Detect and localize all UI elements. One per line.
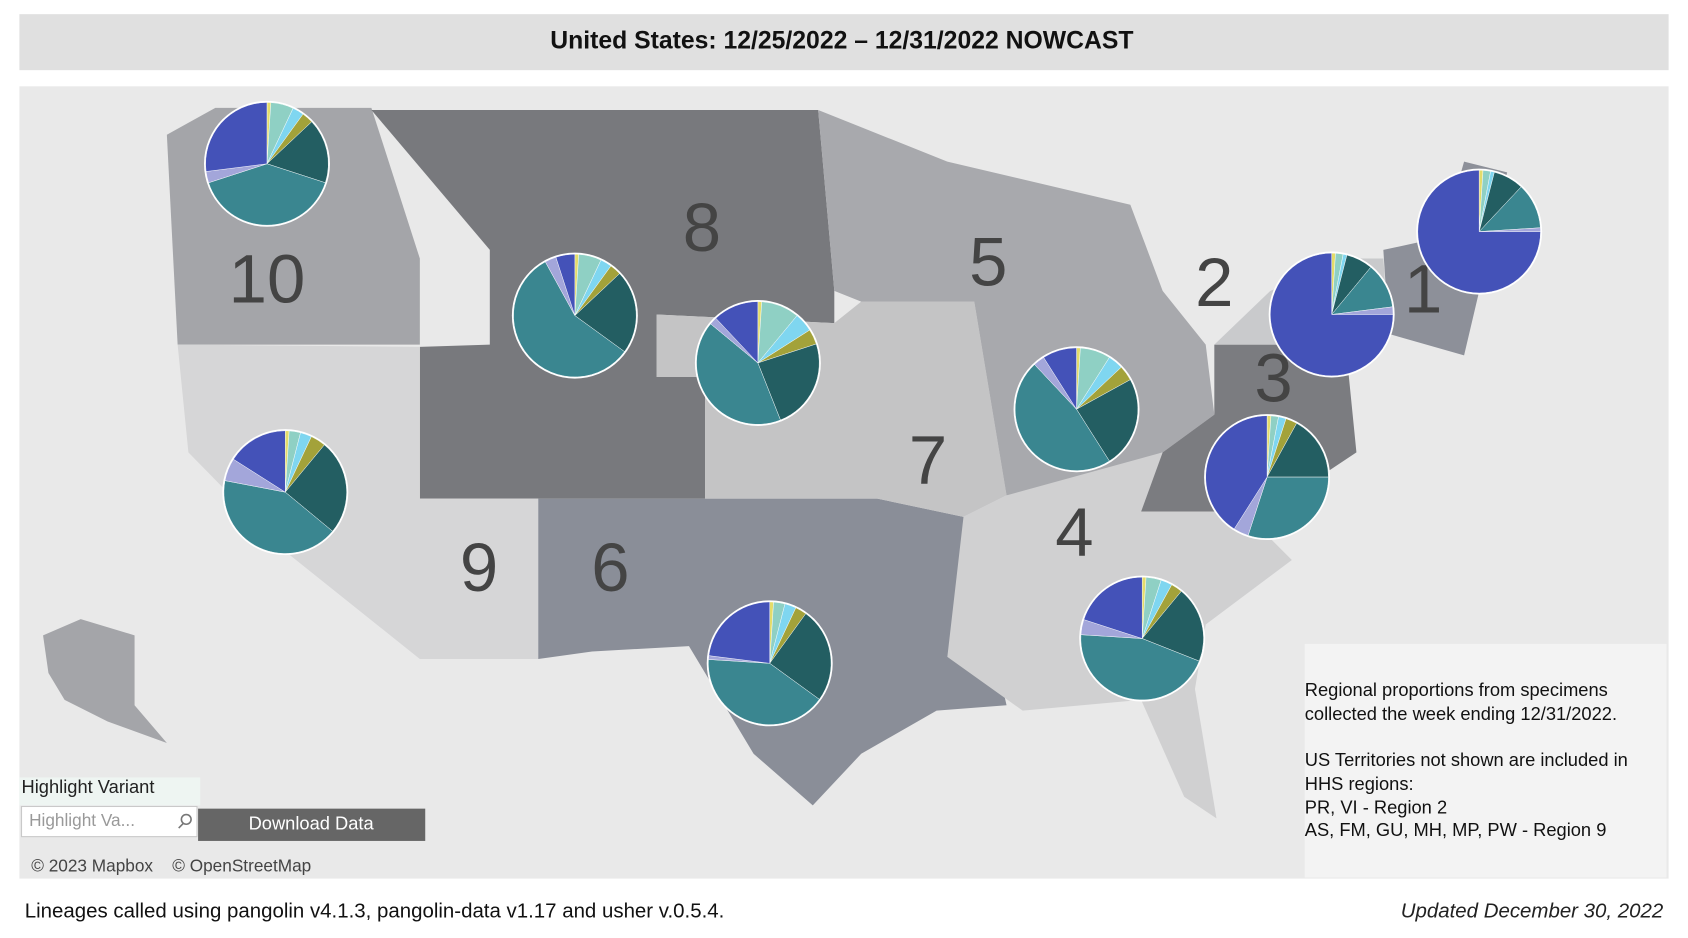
attribution: © OpenStreetMap xyxy=(172,855,311,875)
pie-slice xyxy=(208,163,326,226)
region-label: 9 xyxy=(460,529,498,606)
updated-date: Updated December 30, 2022 xyxy=(1401,899,1664,922)
region-label: 6 xyxy=(591,529,629,606)
pie-slice xyxy=(233,430,286,493)
pie-slice xyxy=(1076,379,1139,462)
title-bar xyxy=(19,14,1669,71)
note-line: Regional proportions from specimens xyxy=(1305,679,1608,700)
pie-slice xyxy=(555,254,576,316)
pie-slice xyxy=(223,480,333,554)
pie-slice xyxy=(757,343,820,421)
note-line: HHS regions: xyxy=(1305,773,1414,794)
pie-slice xyxy=(513,261,625,378)
pie-slice xyxy=(708,601,770,664)
download-button[interactable] xyxy=(198,808,426,841)
pie-slice xyxy=(1270,252,1394,377)
region-label: 8 xyxy=(683,189,721,266)
region-shape xyxy=(177,344,539,660)
pie-slice xyxy=(1080,634,1200,701)
pie-slice xyxy=(696,323,781,425)
note-line: collected the week ending 12/31/2022. xyxy=(1305,703,1617,724)
region-label: 2 xyxy=(1195,244,1233,321)
pie-slice xyxy=(266,121,329,184)
title: United States: 12/25/2022 – 12/31/2022 N… xyxy=(550,28,1133,55)
highlight-placeholder: Highlight Va... xyxy=(29,810,135,830)
footer-note: Lineages called using pangolin v4.1.3, p… xyxy=(25,899,725,922)
search-icon xyxy=(178,823,184,829)
pie-slice xyxy=(715,301,759,364)
highlight-input[interactable] xyxy=(20,805,198,838)
pie-slice xyxy=(1247,476,1329,539)
pie-slice xyxy=(708,659,820,725)
pie-slice xyxy=(205,102,268,172)
download-button-label: Download Data xyxy=(249,813,375,834)
note-line: PR, VI - Region 2 xyxy=(1305,796,1447,817)
pie-slice xyxy=(1141,590,1204,662)
alaska xyxy=(43,619,167,743)
pie-slice xyxy=(1266,423,1329,478)
pie-slice xyxy=(1083,576,1143,639)
pie-slice xyxy=(1205,415,1268,530)
pie-slice xyxy=(1417,170,1541,294)
region-label: 7 xyxy=(909,421,947,498)
region-label: 4 xyxy=(1055,494,1093,571)
region-label: 5 xyxy=(969,223,1007,300)
pie-slice xyxy=(1014,364,1110,471)
note-line: US Territories not shown are included in xyxy=(1305,749,1628,770)
highlight-label: Highlight Variant xyxy=(22,776,155,797)
highlight-label-bg xyxy=(19,777,201,806)
region-label: 10 xyxy=(229,241,306,318)
pie-slice xyxy=(574,273,637,352)
pie-slice xyxy=(769,613,832,700)
pie-slice xyxy=(284,444,347,532)
search-icon xyxy=(180,813,192,826)
pie-slice xyxy=(1043,347,1077,410)
notes-panel xyxy=(1304,643,1667,878)
note-line: AS, FM, GU, MH, MP, PW - Region 9 xyxy=(1305,819,1607,840)
attribution: © 2023 Mapbox xyxy=(31,855,153,875)
